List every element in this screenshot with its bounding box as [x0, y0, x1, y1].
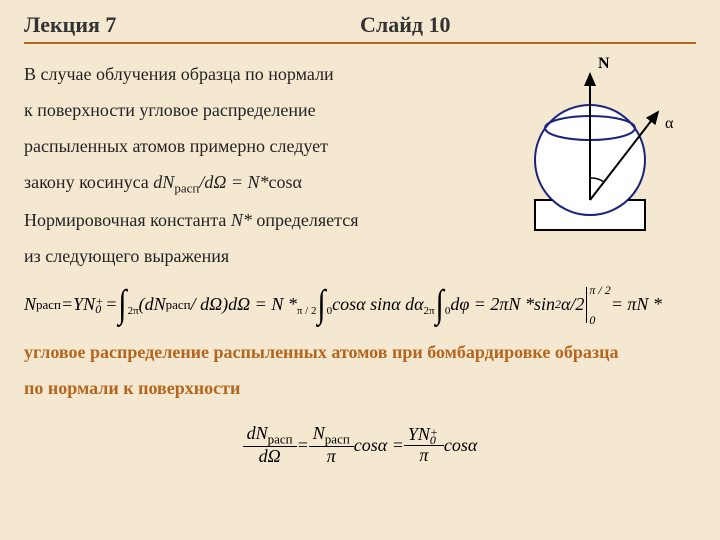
line-3: распыленных атомов примерно следует	[24, 128, 424, 164]
caption-line-1: угловое распределение распыленных атомов…	[24, 334, 696, 370]
alpha-label: α	[665, 115, 674, 132]
equation-2: dNрасп dΩ = Nрасп π cosα = YN+0 π cosα	[24, 424, 696, 468]
equation-1: Nрасп = YN+0 = ∫2π (dNрасп / dΩ)dΩ = N *…	[24, 284, 696, 326]
line-5: Нормировочная константа N* определяется	[24, 202, 424, 238]
n-label: N	[598, 55, 610, 72]
line-4: закону косинуса dNрасп/dΩ = N*cosα	[24, 164, 424, 202]
line-6: из следующего выражения	[24, 238, 424, 274]
slide-number: Слайд 10	[360, 12, 451, 38]
caption-line-2: по нормали к поверхности	[24, 370, 696, 406]
sphere-diagram: N α	[490, 50, 690, 250]
body-text: В случае облучения образца по нормали к …	[24, 56, 424, 274]
slide-header: Лекция 7 Слайд 10	[24, 12, 696, 44]
line-2: к поверхности угловое распределение	[24, 92, 424, 128]
lecture-number: Лекция 7	[24, 12, 360, 38]
line-1: В случае облучения образца по нормали	[24, 56, 424, 92]
caption: угловое распределение распыленных атомов…	[24, 334, 696, 406]
